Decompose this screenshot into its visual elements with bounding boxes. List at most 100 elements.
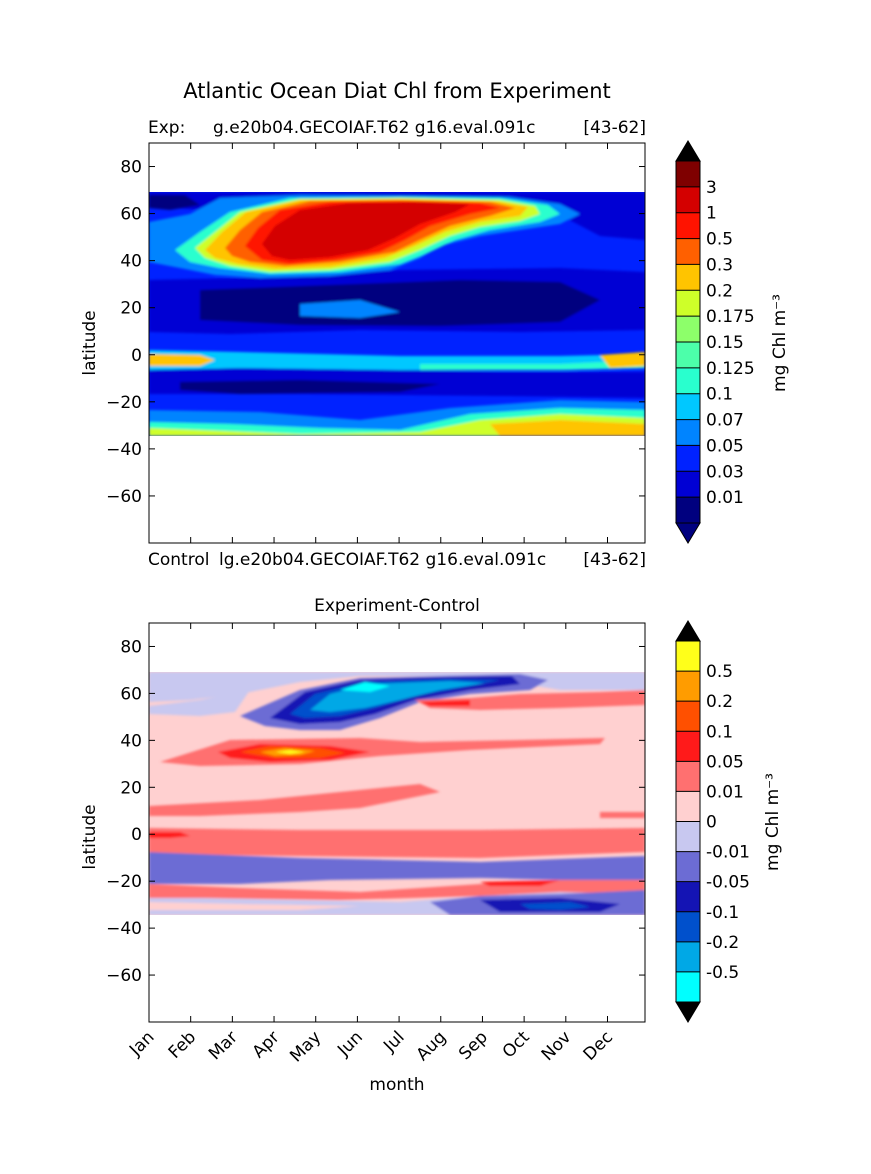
top-y-axis: 80 60 40 20 0 −20 −40 −60 bbox=[106, 158, 645, 507]
top-equator-dec bbox=[600, 352, 645, 368]
top-colorbar-label: mg Chl m⁻³ bbox=[770, 294, 790, 392]
colorbar-segment bbox=[676, 911, 700, 942]
colorbar-tick-label: 0.175 bbox=[706, 307, 755, 327]
bot-pos-equator-core bbox=[149, 832, 190, 838]
y-tick-label: −60 bbox=[106, 487, 142, 507]
bot-pos-15n bbox=[149, 784, 440, 816]
colorbar-segment bbox=[676, 671, 700, 702]
y-tick-label: 40 bbox=[120, 252, 142, 272]
colorbar-segment bbox=[676, 971, 700, 1002]
x-tick-label: May bbox=[286, 1027, 325, 1066]
bot-pos-30s-west bbox=[149, 902, 360, 910]
x-tick-label: Mar bbox=[205, 1027, 242, 1064]
colorbar-tick-label: 0.1 bbox=[706, 722, 733, 742]
y-tick-label: 0 bbox=[131, 346, 142, 366]
colorbar-segment bbox=[676, 497, 700, 523]
x-tick-label: Nov bbox=[538, 1027, 576, 1065]
x-tick-label: Oct bbox=[499, 1027, 534, 1062]
colorbar-tick-label: 0.15 bbox=[706, 333, 744, 353]
colorbar-tick-label: 0.05 bbox=[706, 436, 744, 456]
bottom-panel: Experiment-Control bbox=[80, 596, 783, 1095]
y-tick-label: −40 bbox=[106, 440, 142, 460]
colorbar-segment bbox=[676, 212, 700, 239]
top-axes-frame bbox=[148, 142, 646, 544]
y-tick-label: 80 bbox=[120, 158, 142, 178]
colorbar-segment bbox=[676, 445, 700, 472]
bot-pos-35n-core bbox=[275, 750, 305, 754]
colorbar-extend-low bbox=[675, 522, 701, 544]
colorbar-tick-label: 0.2 bbox=[706, 692, 733, 712]
control-title-right: [43-62] bbox=[583, 550, 646, 570]
colorbar-tick-label: 0.07 bbox=[706, 411, 744, 431]
y-tick-label: −40 bbox=[106, 919, 142, 939]
top-band-south-dark bbox=[180, 380, 440, 394]
colorbar-tick-label: 0.2 bbox=[706, 281, 733, 301]
colorbar-tick-label: 0.05 bbox=[706, 752, 744, 772]
x-tick-label: Apr bbox=[249, 1027, 284, 1062]
y-tick-label: −60 bbox=[106, 966, 142, 986]
y-tick-label: 80 bbox=[120, 637, 142, 657]
x-tick-label: Jul bbox=[379, 1027, 408, 1056]
top-x-ticks bbox=[148, 143, 608, 543]
y-tick-label: 40 bbox=[120, 731, 142, 751]
x-tick-label: Feb bbox=[165, 1027, 200, 1062]
colorbar-tick-label: -0.05 bbox=[706, 873, 750, 893]
top-patch-20n bbox=[300, 300, 400, 318]
bot-neg-core bbox=[340, 682, 390, 692]
bottom-y-axis: 80 60 40 20 0 −20 −40 −60 bbox=[106, 637, 645, 986]
bottom-axes-frame bbox=[148, 622, 646, 1023]
y-tick-label: −20 bbox=[106, 872, 142, 892]
top-panel: Exp: g.e20b04.GECOIAF.T62 g16.eval.091c … bbox=[80, 118, 790, 544]
colorbar-segment bbox=[676, 851, 700, 882]
x-tick-label: Aug bbox=[413, 1027, 451, 1065]
colorbar-segment bbox=[676, 238, 700, 265]
colorbar-tick-label: -0.2 bbox=[706, 933, 739, 953]
colorbar-segment bbox=[676, 367, 700, 394]
y-tick-label: 0 bbox=[131, 825, 142, 845]
colorbar-segment bbox=[676, 881, 700, 912]
colorbar-extend-low bbox=[675, 1001, 701, 1023]
bot-pos-equator bbox=[149, 828, 645, 858]
colorbar-segment bbox=[676, 471, 700, 498]
colorbar-tick-label: -0.01 bbox=[706, 843, 750, 863]
figure-title: Atlantic Ocean Diat Chl from Experiment bbox=[183, 79, 611, 103]
bottom-xlabel: month bbox=[369, 1075, 424, 1095]
y-tick-label: 60 bbox=[120, 684, 142, 704]
colorbar-segment bbox=[676, 791, 700, 822]
top-ylabel: latitude bbox=[80, 310, 100, 375]
top-colorbar: 0.01 0.03 0.05 0.07 0.1 0.125 0.15 0.175 0.2 0.3 0… bbox=[675, 140, 755, 544]
colorbar-segment bbox=[676, 761, 700, 792]
colorbar-segment bbox=[676, 821, 700, 852]
colorbar-segment bbox=[676, 419, 700, 446]
colorbar-tick-label: 0 bbox=[706, 813, 717, 833]
y-tick-label: −20 bbox=[106, 393, 142, 413]
colorbar-tick-label: 0.01 bbox=[706, 782, 744, 802]
colorbar-tick-label: -0.1 bbox=[706, 903, 739, 923]
control-title-center: lg.e20b04.GECOIAF.T62 g16.eval.091c bbox=[219, 550, 546, 570]
x-tick-label: Jan bbox=[125, 1027, 158, 1060]
bot-pos-ne-core bbox=[420, 700, 470, 706]
bottom-colorbar-label: mg Chl m⁻³ bbox=[763, 773, 783, 871]
colorbar-segment bbox=[676, 290, 700, 317]
bottom-ylabel: latitude bbox=[80, 804, 100, 869]
y-tick-label: 20 bbox=[120, 299, 142, 319]
colorbar-segment bbox=[676, 186, 700, 213]
x-tick-label: Sep bbox=[455, 1027, 492, 1064]
colorbar-segment bbox=[676, 316, 700, 342]
colorbar-tick-label: 0.03 bbox=[706, 462, 744, 482]
top-equator-jan bbox=[149, 354, 215, 366]
colorbar-extend-high bbox=[675, 140, 701, 162]
colorbar-tick-label: 3 bbox=[706, 178, 717, 198]
colorbar-segment bbox=[676, 701, 700, 732]
colorbar-tick-label: 0.5 bbox=[706, 230, 733, 250]
colorbar-segment bbox=[676, 342, 700, 368]
control-title-left: Control bbox=[148, 550, 209, 570]
top-band-north-dark bbox=[149, 195, 200, 210]
colorbar-segment bbox=[676, 393, 700, 420]
colorbar-segment bbox=[676, 941, 700, 972]
colorbar-segment bbox=[676, 731, 700, 762]
colorbar-segment bbox=[676, 641, 700, 672]
y-tick-label: 60 bbox=[120, 205, 142, 225]
colorbar-segment bbox=[676, 264, 700, 291]
colorbar-tick-label: 0.01 bbox=[706, 488, 744, 508]
